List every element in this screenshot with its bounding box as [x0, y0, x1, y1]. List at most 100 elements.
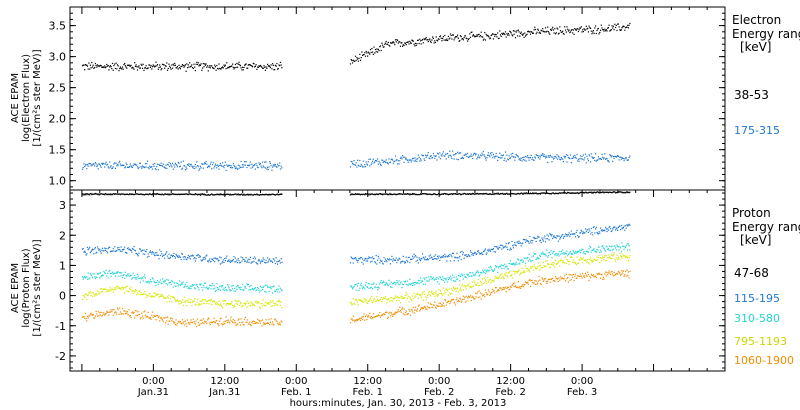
proton-point	[420, 281, 422, 283]
proton-point	[544, 253, 546, 255]
proton-point	[380, 315, 382, 317]
proton-point	[505, 243, 507, 245]
electron-point	[576, 153, 578, 156]
proton-point	[569, 251, 572, 253]
proton-point	[212, 258, 214, 260]
electron-point	[493, 155, 495, 157]
electron-point	[500, 154, 502, 156]
electron-point	[604, 28, 606, 30]
proton-point	[402, 283, 404, 285]
proton-point	[429, 291, 431, 293]
proton-point	[598, 192, 600, 194]
electron-point	[364, 52, 366, 54]
electron-point	[459, 152, 461, 154]
proton-point	[463, 192, 465, 194]
proton-point	[397, 193, 399, 195]
electron-point	[432, 157, 434, 159]
electron-point	[135, 164, 137, 166]
electron-point	[472, 35, 474, 37]
electron-point	[537, 157, 539, 159]
electron-point	[111, 167, 113, 169]
proton-point	[504, 245, 507, 247]
proton-point	[106, 289, 108, 291]
proton-point	[241, 289, 243, 291]
electron-point	[518, 159, 520, 161]
electron-point	[247, 67, 249, 69]
proton-point	[362, 263, 364, 265]
proton-point	[215, 194, 217, 196]
proton-point	[362, 193, 364, 195]
proton-point	[210, 288, 212, 290]
electron-point	[414, 157, 416, 159]
electron-point	[160, 162, 162, 164]
electron-point	[509, 30, 511, 32]
electron-point	[538, 155, 540, 157]
electron-point	[606, 30, 608, 32]
electron-point	[114, 63, 116, 65]
proton-point	[172, 193, 174, 195]
proton-point	[417, 308, 419, 310]
electron-point	[567, 156, 569, 159]
proton-point	[618, 258, 620, 260]
electron-point	[83, 163, 85, 165]
electron-point	[379, 45, 382, 47]
electron-point	[236, 62, 238, 65]
proton-point	[172, 320, 174, 323]
electron-point	[431, 157, 433, 159]
electron-point	[252, 165, 254, 167]
proton-point	[134, 193, 136, 195]
electron-point	[143, 69, 145, 71]
electron-point	[89, 64, 91, 66]
proton-point	[396, 299, 398, 302]
proton-point	[171, 320, 173, 322]
proton-point	[166, 284, 169, 286]
proton-point	[261, 286, 263, 289]
proton-point	[439, 305, 441, 307]
electron-point	[564, 156, 567, 158]
proton-point	[91, 277, 94, 279]
proton-point	[202, 193, 204, 195]
electron-point	[418, 42, 420, 45]
proton-point	[168, 320, 170, 322]
proton-point	[363, 313, 365, 315]
electron-point	[396, 158, 398, 161]
proton-point	[402, 255, 404, 257]
proton-point	[401, 286, 403, 289]
proton-point	[169, 256, 171, 258]
proton-point	[437, 193, 439, 195]
proton-point	[464, 286, 467, 288]
electron-point	[398, 163, 400, 165]
proton-point	[453, 302, 455, 304]
proton-point	[531, 242, 533, 244]
electron-point	[534, 156, 536, 158]
proton-point	[239, 193, 241, 196]
proton-point	[599, 232, 601, 234]
proton-point	[500, 244, 502, 246]
electron-point	[564, 26, 566, 28]
proton-point	[372, 301, 374, 303]
proton-point	[153, 193, 155, 195]
proton-point	[445, 304, 447, 306]
proton-point	[447, 294, 449, 296]
proton-point	[355, 258, 357, 260]
proton-point	[517, 259, 519, 261]
proton-point	[355, 320, 357, 322]
electron-point	[467, 40, 469, 42]
electron-point	[474, 35, 477, 37]
electron-point	[357, 60, 359, 62]
proton-point	[534, 280, 536, 282]
proton-point	[262, 286, 264, 288]
proton-point	[364, 193, 367, 195]
proton-point	[107, 248, 109, 250]
proton-point	[418, 304, 420, 306]
electron-point	[605, 157, 607, 160]
proton-point	[563, 192, 565, 194]
proton-point	[141, 315, 144, 317]
electron-point	[579, 155, 582, 157]
electron-point	[558, 156, 560, 158]
electron-point	[412, 157, 414, 160]
proton-point	[239, 304, 241, 306]
proton-point	[555, 253, 557, 255]
proton-point	[590, 191, 592, 193]
proton-point	[452, 286, 454, 288]
